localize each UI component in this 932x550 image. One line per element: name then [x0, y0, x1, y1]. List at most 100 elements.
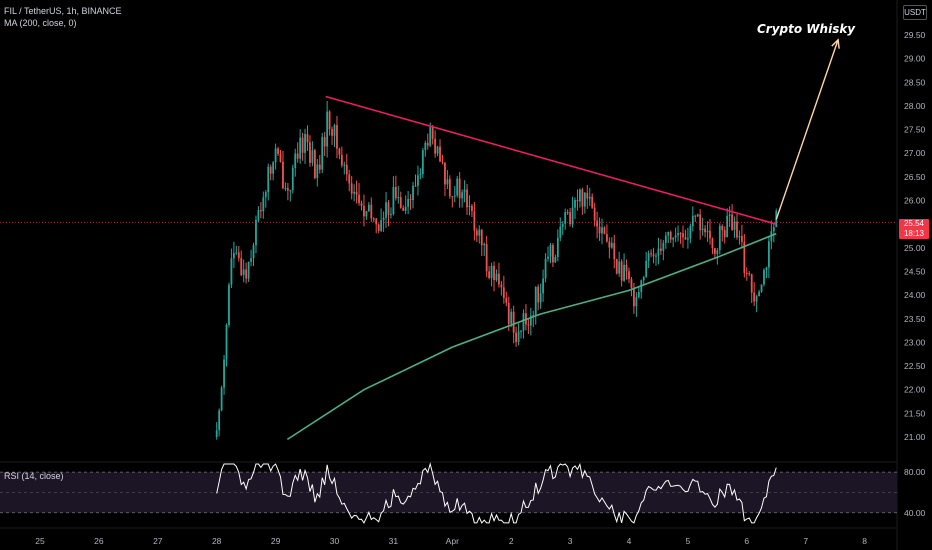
candle-body: [242, 269, 245, 276]
candle-body: [309, 142, 311, 163]
candle-body: [394, 186, 397, 199]
time-tick-label: 6: [744, 536, 749, 546]
candle-body: [323, 137, 326, 147]
candle-body: [237, 252, 240, 259]
candle-body: [667, 231, 670, 236]
candle-body: [380, 220, 383, 231]
candle-body: [493, 265, 495, 281]
candle-body: [331, 129, 333, 136]
candle-body: [485, 243, 488, 272]
candle-body: [566, 212, 569, 214]
candle-body: [407, 198, 410, 207]
time-tick-label: 26: [94, 536, 104, 546]
candle-body: [466, 189, 468, 208]
candle-body: [326, 111, 329, 147]
candle-body: [662, 242, 665, 251]
candle-body: [743, 241, 746, 273]
candle-body: [414, 185, 417, 187]
candle-body: [635, 297, 638, 307]
candle-body: [628, 271, 630, 280]
candle-body: [409, 198, 412, 200]
candle-body: [426, 142, 429, 146]
price-tick-label: 28.00: [904, 101, 926, 111]
candle-body: [512, 311, 515, 333]
candle-body: [564, 212, 567, 224]
candle-body: [620, 261, 623, 281]
author-watermark: Crypto Whisky: [757, 22, 856, 36]
rsi-legend[interactable]: RSI (14, close): [4, 471, 64, 481]
candle-body: [282, 161, 284, 189]
candle-body: [245, 269, 248, 279]
candle-body: [502, 287, 505, 298]
candle-body: [252, 245, 255, 259]
candle-body: [507, 302, 510, 324]
candle-body: [363, 205, 365, 217]
candle-body: [520, 330, 522, 332]
candle-body: [360, 203, 363, 206]
time-tick-label: 5: [686, 536, 691, 546]
last-price-value: 25.54: [903, 219, 925, 228]
candle-body: [291, 167, 294, 191]
candle-body: [286, 188, 289, 191]
candle-body: [709, 230, 711, 239]
candle-body: [232, 252, 235, 259]
candle-body: [350, 183, 353, 194]
candle-body: [763, 269, 765, 285]
candle-body: [689, 226, 692, 239]
projection-arrow-head: [831, 38, 840, 49]
candle-body: [598, 226, 601, 234]
candle-body: [588, 196, 591, 199]
time-tick-label: 28: [212, 536, 222, 546]
candle-body: [495, 273, 498, 281]
candle-body: [419, 174, 422, 176]
candle-body: [642, 276, 645, 281]
candle-body: [448, 179, 451, 197]
candle-body: [313, 150, 316, 179]
candle-body: [399, 197, 402, 208]
candle-body: [647, 253, 650, 261]
price-tick-label: 27.00: [904, 148, 926, 158]
candle-body: [377, 224, 380, 231]
candle-body: [267, 166, 270, 193]
candle-body: [304, 134, 306, 153]
symbol-title[interactable]: FIL / TetherUS, 1h, BINANCE: [4, 6, 122, 16]
candle-body: [274, 148, 277, 163]
candle-body: [696, 214, 699, 217]
time-tick-label: 30: [330, 536, 340, 546]
candle-body: [387, 202, 390, 215]
candle-body: [355, 191, 358, 195]
time-tick-label: 7: [803, 536, 808, 546]
indicator-legend[interactable]: MA (200, close, 0): [4, 18, 77, 28]
candle-body: [517, 331, 520, 343]
candle-body: [223, 359, 225, 388]
candle-body: [421, 150, 424, 175]
candle-body: [760, 284, 763, 292]
candle-body: [738, 235, 741, 238]
rsi-level-label: 40.00: [904, 508, 926, 518]
candle-body: [672, 237, 675, 240]
bar-countdown: 18:13: [903, 229, 925, 238]
candle-body: [544, 258, 547, 279]
candle-body: [615, 259, 618, 274]
candle-body: [333, 125, 336, 136]
currency-badge[interactable]: USDT: [903, 5, 927, 20]
candle-body: [767, 241, 770, 268]
price-tick-label: 26.50: [904, 172, 926, 182]
price-tick-label: 22.00: [904, 385, 926, 395]
candle-body: [579, 189, 581, 202]
candle-body: [613, 242, 616, 260]
candle-body: [272, 162, 275, 174]
candle-body: [463, 189, 466, 193]
candle-body: [318, 164, 321, 170]
candle-body: [701, 228, 704, 231]
candle-body: [539, 293, 542, 303]
candle-body: [367, 204, 370, 212]
candle-body: [679, 233, 682, 235]
candle-body: [608, 241, 611, 248]
candle-body: [606, 234, 608, 242]
candle-body: [228, 284, 230, 325]
candle-body: [515, 332, 518, 343]
candle-body: [569, 212, 571, 225]
price-tick-label: 22.50: [904, 361, 926, 371]
